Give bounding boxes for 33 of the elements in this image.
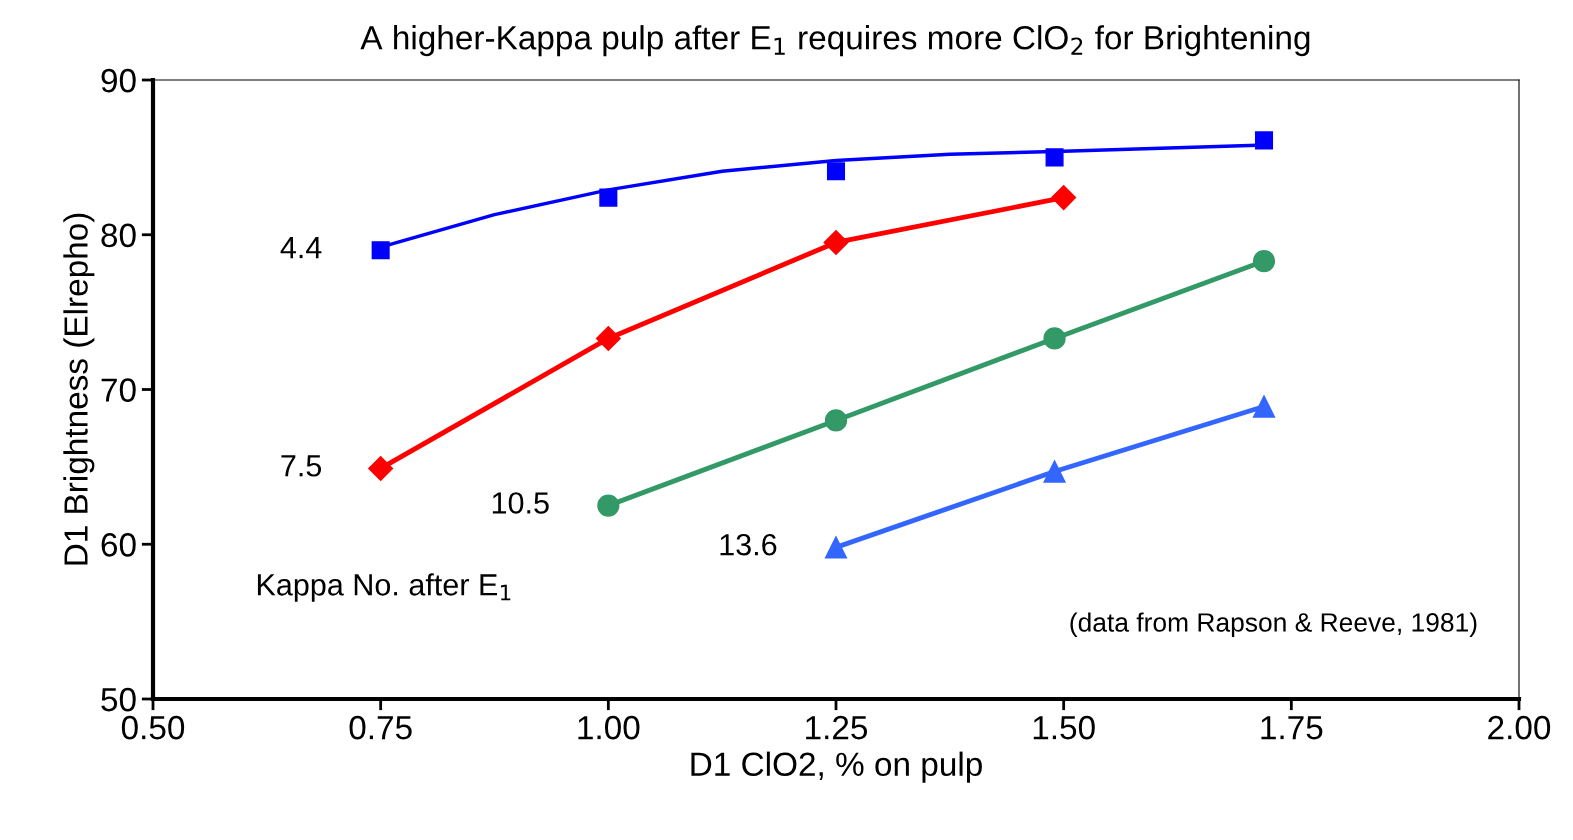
x-axis-title: D1 ClO2, % on pulp [691,751,982,783]
point [1043,460,1066,483]
annotation: (data from Rapson & Reeve, 1981) [1070,612,1477,638]
x-tick-label: 0.50 [121,715,185,740]
point [823,230,849,255]
x-tick-label: 1.25 [806,715,868,740]
series-label: 4.4 [280,237,322,259]
point [1043,327,1066,350]
point [595,325,621,351]
y-axis-title: D1 Brightness (Elrepho) [63,213,95,565]
annotation: Kappa No. after E$_{1}$ [257,573,511,602]
y-tick-label: 50 [101,687,136,712]
x-tick-label: 1.50 [1033,715,1095,740]
y-tick-label: 70 [101,378,136,402]
y-tick-label: 80 [101,223,136,248]
x-tick-label: 1.00 [578,715,640,740]
series-label: 7.5 [281,455,322,477]
series-label: 10.5 [492,492,549,514]
y-tick-label: 90 [101,68,136,93]
y-tick-label: 60 [101,533,136,557]
chart-title: A higher-Kappa pulp after E$_{1}$ requires more ClO$_{2}$ for Brightening [360,25,1310,57]
point [826,162,846,181]
point [824,409,848,432]
point [1252,395,1276,418]
series-label: 13.6 [720,533,777,556]
point [1051,185,1077,211]
point [368,455,394,481]
point [597,494,620,517]
x-tick-label: 1.75 [1261,716,1323,740]
x-tick-label: 0.75 [349,715,412,740]
point [1252,249,1276,273]
point [824,536,848,559]
x-tick-label: 2.00 [1488,715,1551,740]
